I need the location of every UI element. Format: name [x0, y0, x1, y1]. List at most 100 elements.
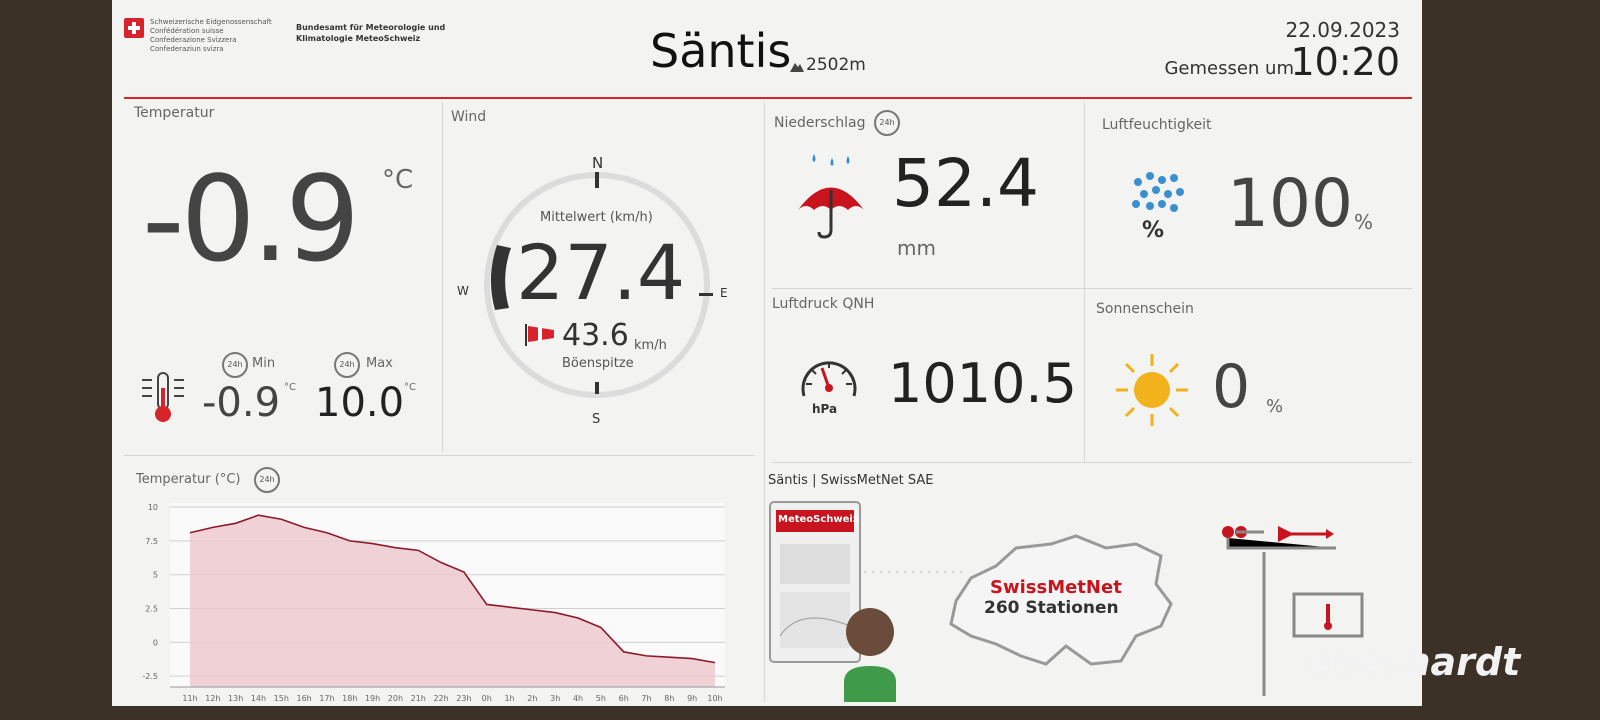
pressure-value: 1010.5: [888, 352, 1077, 415]
x-tick-label: 9h: [687, 694, 697, 703]
brand-label: MeteoSchweiz: [778, 514, 859, 525]
x-tick-label: 8h: [664, 694, 674, 703]
x-tick-label: 1h: [504, 694, 514, 703]
agency-line: Confederaziun svizra: [150, 45, 224, 53]
max-label: Max: [366, 356, 393, 371]
x-tick-label: 22h: [433, 694, 448, 703]
header-rule: [124, 97, 1412, 99]
x-tick-label: 14h: [251, 694, 266, 703]
temperature-chart: 10 7.5 5 2.5 0 -2.5 11h 12h 13h 14h 15h 16h 17h 18h 19…: [142, 503, 725, 703]
max-value: 10.0: [315, 380, 405, 426]
x-tick-label: 2h: [527, 694, 537, 703]
date: 22.09.2023: [1285, 18, 1400, 42]
temperature-unit: °C: [382, 165, 414, 195]
stations-label: 260 Stationen: [984, 598, 1119, 618]
office-line: Klimatologie MeteoSchweiz: [296, 34, 421, 43]
compass-n: N: [592, 154, 604, 172]
period-badge: 24h: [874, 110, 900, 136]
windsock-icon: [525, 324, 554, 346]
precipitation-value: 52.4: [892, 145, 1039, 222]
compass-e: E: [720, 286, 728, 300]
period-badge: 24h: [222, 352, 248, 378]
station-name: Säntis: [650, 24, 792, 78]
sunshine-label: Sonnenschein: [1096, 301, 1194, 317]
x-tick-label: 3h: [550, 694, 560, 703]
network-label: SwissMetNet: [990, 577, 1122, 598]
x-tick-label: 17h: [319, 694, 334, 703]
agency-line: Confédération suisse: [150, 27, 224, 35]
info-illustration: [769, 501, 1364, 702]
x-tick-label: 20h: [388, 694, 403, 703]
y-tick-label: 5: [153, 571, 158, 580]
divider: [772, 288, 1412, 289]
x-tick-label: 4h: [573, 694, 583, 703]
temperature-line: [189, 514, 716, 664]
time: 10:20: [1290, 40, 1400, 84]
divider: [1084, 102, 1085, 462]
gust-unit: km/h: [634, 338, 667, 353]
period-badge: 24h: [254, 467, 280, 493]
max-unit: °C: [404, 382, 416, 393]
temperature-label: Temperatur: [134, 105, 215, 121]
x-tick-label: 13h: [228, 694, 243, 703]
sunshine-unit: %: [1266, 396, 1284, 417]
temperature-value: -0.9: [142, 150, 360, 288]
divider: [764, 102, 765, 702]
screen: Schweizerische Eidgenossenschaft Confédé…: [112, 0, 1422, 706]
y-tick-label: -2.5: [142, 672, 158, 681]
umbrella-icon: [798, 154, 864, 239]
gauge-icon: [801, 361, 857, 397]
thermometer-icon: [142, 372, 184, 422]
min-value: -0.9: [202, 380, 281, 426]
x-tick-label: 19h: [365, 694, 380, 703]
chart-title: Temperatur (°C): [136, 472, 241, 487]
y-tick-label: 2.5: [145, 605, 158, 614]
x-tick-label: 16h: [297, 694, 312, 703]
agency: Schweizerische Eidgenossenschaft Confédé…: [150, 18, 272, 54]
divider: [772, 462, 1412, 463]
compass-w: W: [457, 284, 469, 298]
watermark: eberhardt: [1306, 640, 1521, 684]
humidity-unit: %: [1354, 210, 1374, 234]
info-title: Säntis | SwissMetNet SAE: [768, 473, 934, 488]
precipitation-unit: mm: [897, 236, 936, 260]
precipitation-label: Niederschlag: [774, 115, 866, 131]
x-tick-label: 12h: [205, 694, 220, 703]
min-unit: °C: [284, 382, 296, 393]
agency-line: Confederazione Svizzera: [150, 36, 237, 44]
x-tick-label: 0h: [482, 694, 492, 703]
humidity-label: Luftfeuchtigkeit: [1102, 117, 1212, 133]
measured-label: Gemessen um: [1164, 58, 1294, 79]
wind-compass: [484, 172, 713, 398]
divider: [442, 102, 443, 452]
mountain-icon: [790, 63, 804, 72]
pressure-icon-unit: hPa: [812, 402, 838, 416]
x-tick-label: 5h: [596, 694, 606, 703]
gust-label: Böenspitze: [562, 356, 634, 371]
sun-icon: [1116, 354, 1188, 426]
y-tick-label: 10: [148, 503, 158, 512]
wind-mean: 27.4: [516, 228, 686, 317]
swiss-cross: [124, 18, 144, 38]
x-tick-label: 18h: [342, 694, 357, 703]
x-tick-label: 6h: [619, 694, 629, 703]
x-tick-label: 15h: [274, 694, 289, 703]
wind-mean-label: Mittelwert (km/h): [540, 210, 653, 225]
compass-s: S: [592, 412, 601, 427]
agency-line: Schweizerische Eidgenossenschaft: [150, 18, 272, 26]
x-tick-label: 11h: [182, 694, 197, 703]
area-fill: [190, 515, 715, 687]
y-tick-label: 7.5: [145, 537, 158, 546]
pressure-label: Luftdruck QNH: [772, 296, 875, 312]
altitude: 2502m: [806, 55, 866, 75]
wind-label: Wind: [451, 109, 487, 125]
x-tick-label: 23h: [456, 694, 471, 703]
humidity-icon: [1132, 172, 1184, 212]
y-tick-label: 0: [153, 638, 158, 647]
gust-value: 43.6: [562, 318, 629, 353]
office: Bundesamt für Meteorologie und Klimatolo…: [296, 22, 445, 44]
office-line: Bundesamt für Meteorologie und: [296, 23, 446, 32]
sunshine-value: 0: [1212, 352, 1251, 422]
min-label: Min: [252, 356, 276, 371]
